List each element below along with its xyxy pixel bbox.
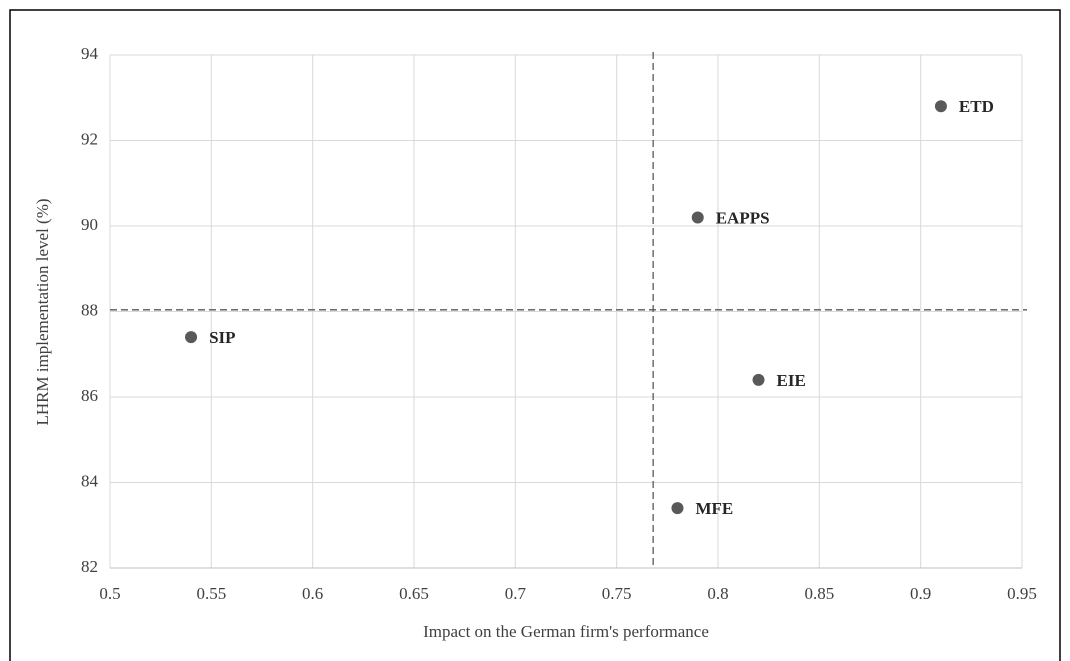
x-tick-label: 0.9 — [910, 584, 931, 603]
x-tick-label: 0.5 — [99, 584, 120, 603]
x-tick-label: 0.55 — [196, 584, 226, 603]
point-label: EIE — [777, 371, 806, 390]
y-tick-label: 90 — [81, 215, 98, 234]
x-axis-title: Impact on the German firm's performance — [423, 622, 709, 641]
x-tick-label: 0.85 — [804, 584, 834, 603]
y-axis-title: LHRM implementation level (%) — [33, 198, 52, 425]
x-tick-label: 0.6 — [302, 584, 323, 603]
y-tick-label: 88 — [81, 300, 98, 319]
x-tick-label: 0.95 — [1007, 584, 1037, 603]
point-label: MFE — [695, 499, 733, 518]
point — [671, 502, 684, 515]
y-tick-label: 84 — [81, 471, 99, 490]
point-label: SIP — [209, 328, 235, 347]
point — [691, 211, 704, 224]
y-tick-label: 94 — [81, 44, 99, 63]
y-tick-label: 86 — [81, 386, 98, 405]
chart-frame — [9, 9, 1061, 661]
point-label: ETD — [959, 97, 994, 116]
x-tick-label: 0.7 — [505, 584, 527, 603]
x-tick-label: 0.75 — [602, 584, 632, 603]
point — [185, 331, 198, 344]
point — [934, 100, 947, 113]
x-tick-label: 0.8 — [707, 584, 728, 603]
point-label: EAPPS — [716, 208, 770, 227]
x-tick-label: 0.65 — [399, 584, 429, 603]
point — [752, 373, 765, 386]
y-tick-label: 92 — [81, 129, 98, 148]
y-tick-label: 82 — [81, 557, 98, 576]
